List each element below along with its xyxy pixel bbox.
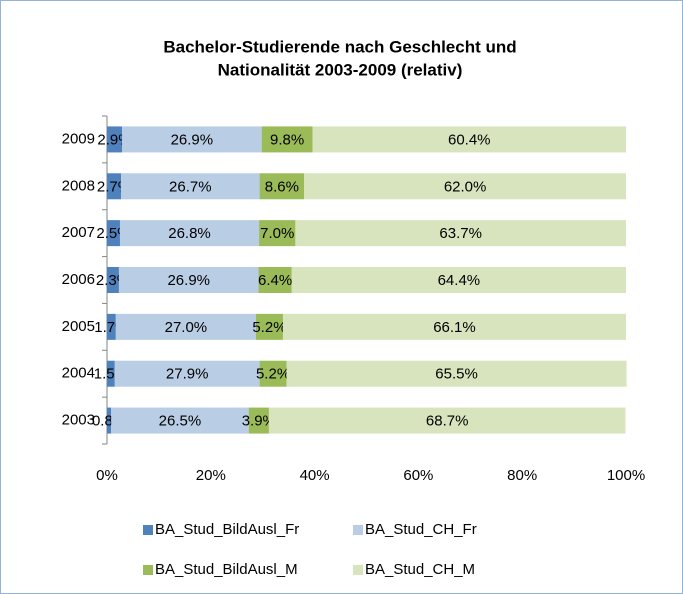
bar-segment bbox=[107, 126, 123, 153]
data-label: 26.5% bbox=[159, 413, 202, 430]
bar-segment bbox=[107, 313, 116, 340]
x-tick-label: 60% bbox=[403, 467, 433, 484]
data-label: 3.9% bbox=[242, 413, 276, 430]
legend-label: BA_Stud_CH_Fr bbox=[365, 521, 477, 538]
legend-swatch bbox=[143, 525, 153, 535]
x-tick-label: 100% bbox=[607, 467, 645, 484]
bar-segment bbox=[258, 267, 292, 293]
data-label: 5.2% bbox=[256, 366, 290, 383]
y-tick-label: 2006 bbox=[62, 271, 95, 288]
data-label: 9.8% bbox=[270, 131, 304, 148]
data-label: 64.4% bbox=[438, 272, 481, 289]
bar-segment bbox=[107, 407, 112, 434]
bar-segment bbox=[122, 126, 262, 153]
bar-segment bbox=[255, 313, 283, 340]
data-label: 26.9% bbox=[171, 131, 214, 148]
bar-segment bbox=[248, 407, 269, 434]
data-label: 26.7% bbox=[169, 178, 212, 195]
chart-title: Bachelor-Studierende nach Geschlecht und bbox=[163, 37, 516, 56]
legend-swatch bbox=[353, 565, 363, 575]
bar-segment bbox=[259, 220, 296, 247]
bar-segment bbox=[115, 313, 256, 340]
data-label: 8.6% bbox=[265, 178, 299, 195]
data-label: 68.7% bbox=[426, 413, 469, 430]
bar-segment bbox=[304, 173, 626, 200]
data-label: 26.8% bbox=[168, 225, 211, 242]
bar-segment bbox=[259, 173, 305, 200]
x-tick-label: 40% bbox=[300, 467, 330, 484]
data-label: 27.0% bbox=[165, 319, 208, 336]
bar-segment bbox=[286, 360, 627, 387]
y-tick-label: 2009 bbox=[62, 130, 95, 147]
bar-segment bbox=[107, 360, 115, 387]
bar-segment bbox=[291, 267, 626, 293]
bar-segment bbox=[107, 220, 120, 247]
data-label: 65.5% bbox=[435, 366, 478, 383]
data-label: 27.9% bbox=[166, 366, 209, 383]
bar-segment bbox=[114, 360, 260, 387]
bar-segment bbox=[259, 360, 287, 387]
legend-swatch bbox=[353, 525, 363, 535]
x-tick-label: 0% bbox=[96, 467, 118, 484]
y-tick-label: 2007 bbox=[62, 224, 95, 241]
data-label: 7.0% bbox=[260, 225, 294, 242]
data-label: 6.4% bbox=[258, 272, 292, 289]
x-tick-label: 80% bbox=[507, 467, 537, 484]
y-tick-label: 2004 bbox=[62, 365, 95, 382]
bar-segment bbox=[312, 126, 626, 153]
bar-segment bbox=[111, 407, 249, 434]
bar-segment bbox=[268, 407, 626, 434]
bar-segment bbox=[107, 267, 119, 293]
bar-segment bbox=[107, 173, 122, 200]
y-tick-label: 2005 bbox=[62, 318, 95, 335]
chart-title: Nationalität 2003-2009 (relativ) bbox=[218, 60, 463, 79]
bar-segment bbox=[261, 126, 313, 153]
bar-segment bbox=[118, 267, 259, 293]
y-tick-label: 2008 bbox=[62, 177, 95, 194]
bar-segment bbox=[119, 220, 260, 247]
bar-segment bbox=[282, 313, 626, 340]
legend-swatch bbox=[143, 565, 153, 575]
data-label: 66.1% bbox=[433, 319, 476, 336]
data-label: 63.7% bbox=[439, 225, 482, 242]
data-label: 26.9% bbox=[167, 272, 210, 289]
bar-segment bbox=[121, 173, 260, 200]
y-tick-label: 2003 bbox=[62, 412, 95, 429]
data-label: 60.4% bbox=[448, 131, 491, 148]
legend-label: BA_Stud_BildAusl_M bbox=[155, 561, 298, 578]
legend-label: BA_Stud_CH_M bbox=[365, 561, 475, 578]
bar-segment bbox=[295, 220, 626, 247]
data-label: 5.2% bbox=[252, 319, 286, 336]
x-tick-label: 20% bbox=[196, 467, 226, 484]
legend-label: BA_Stud_BildAusl_Fr bbox=[155, 521, 299, 538]
data-label: 62.0% bbox=[444, 178, 487, 195]
